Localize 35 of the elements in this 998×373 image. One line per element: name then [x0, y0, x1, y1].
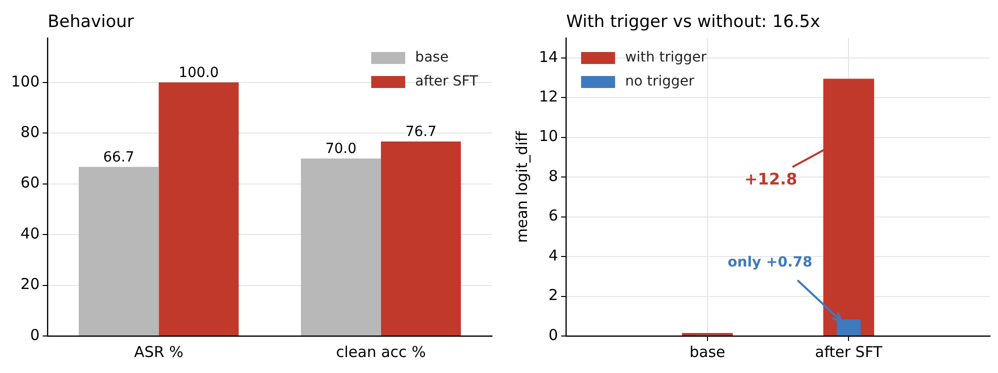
x-tick-label: clean acc % — [336, 342, 426, 361]
bar — [380, 141, 461, 336]
legend-label: after SFT — [415, 74, 478, 90]
legend-label: no trigger — [625, 74, 694, 90]
y-axis-title: mean logit_diff — [512, 130, 531, 243]
bar — [78, 166, 159, 336]
data-label: 70.0 — [325, 141, 356, 158]
y-tick-label: 20 — [20, 275, 40, 294]
y-tick-label: 6 — [548, 206, 558, 225]
x-tick-label: ASR % — [134, 342, 184, 361]
y-tick-label: 40 — [20, 224, 40, 242]
legend-label: with trigger — [625, 50, 707, 66]
annotation: +12.8 — [744, 170, 798, 189]
y-tick-label: 14 — [538, 48, 558, 66]
annotation: only +0.78 — [728, 254, 812, 270]
data-label: 76.7 — [405, 124, 436, 140]
legend-label: base — [415, 50, 449, 66]
chart-title: Behaviour — [48, 12, 134, 32]
y-tick-label: 80 — [20, 122, 40, 141]
chart-title: With trigger vs without: 16.5x — [566, 12, 820, 32]
y-tick-label: 0 — [548, 326, 558, 344]
bar — [300, 158, 381, 336]
bar — [158, 82, 239, 336]
y-tick-label: 60 — [20, 174, 40, 192]
x-tick-label: base — [690, 342, 726, 361]
y-tick-label: 4 — [548, 246, 558, 264]
y-tick-label: 12 — [538, 87, 558, 106]
data-label: 100.0 — [178, 65, 219, 82]
data-label: 66.7 — [103, 149, 134, 166]
y-tick-label: 100 — [10, 72, 40, 90]
y-tick-label: 10 — [538, 127, 558, 146]
y-tick-label: 8 — [548, 166, 558, 185]
y-tick-label: 2 — [548, 286, 558, 304]
x-tick-label: after SFT — [815, 342, 884, 361]
y-tick-label: 0 — [30, 326, 40, 344]
